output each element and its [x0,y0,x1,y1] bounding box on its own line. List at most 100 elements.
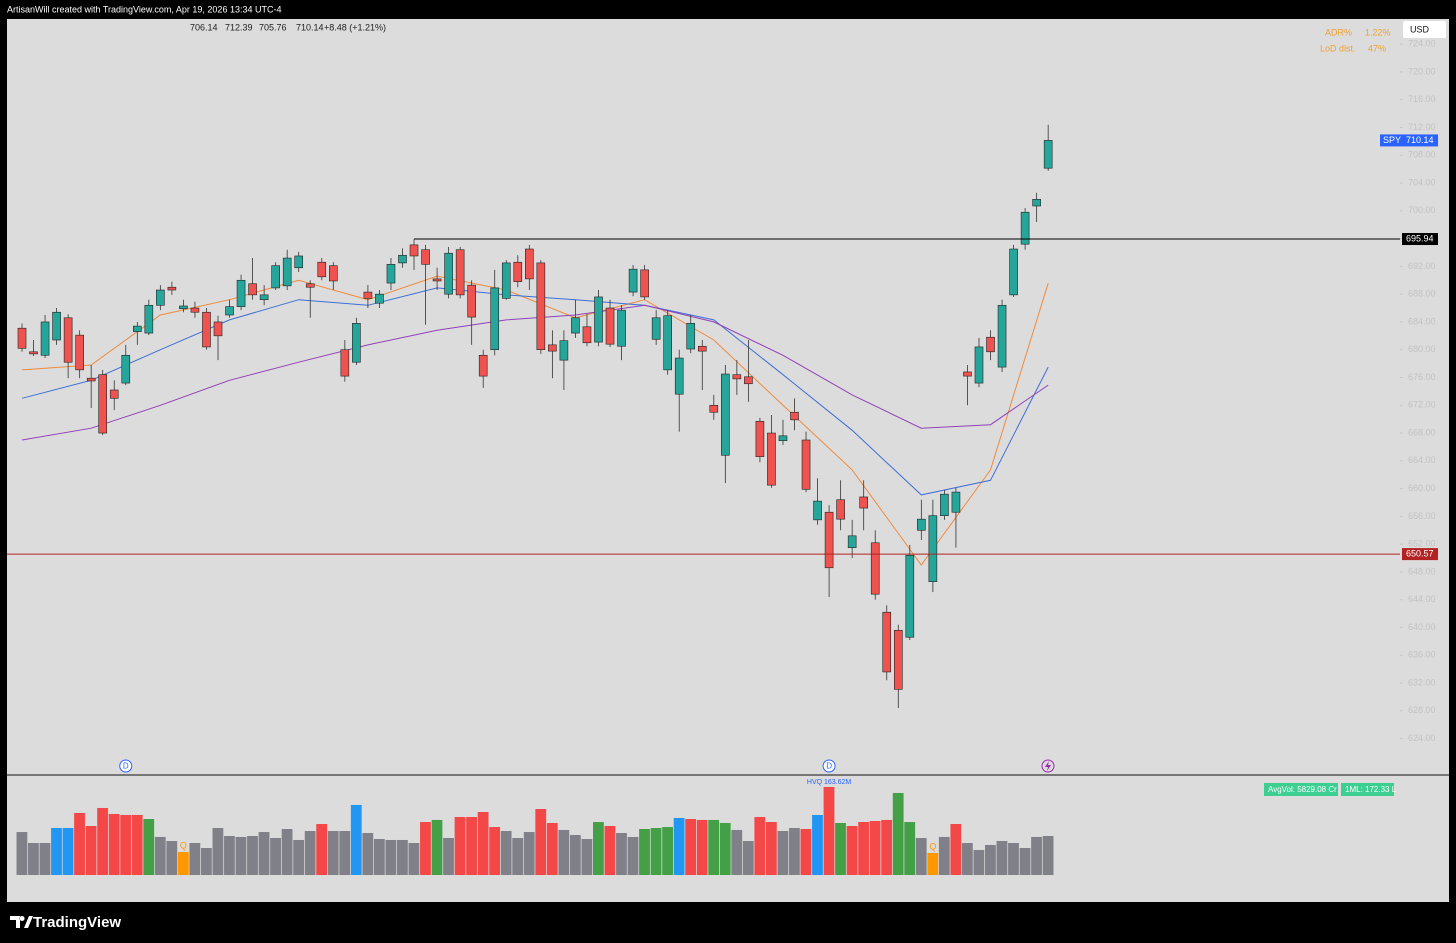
candle-body [1020,211,1030,245]
candle-body [905,554,915,638]
event-marker[interactable] [822,759,836,773]
volume-bar [869,820,881,875]
candle-body [882,611,892,673]
earnings-icon[interactable] [1041,759,1055,773]
candle-body [63,317,73,363]
candle-body [17,327,27,349]
candle-body [444,252,453,295]
candle-body [790,411,799,421]
y-tick-label: 676.00 [1408,372,1436,382]
y-tick-label: 680.00 [1408,344,1436,354]
volume-bar [339,831,351,875]
volume-bar [373,839,385,875]
candle-body [467,284,476,318]
candle-body [605,307,615,345]
candle-body [859,496,868,509]
volume-bar [477,812,489,875]
y-tick-label: 704.00 [1408,177,1436,187]
y-tick-label: 692.00 [1408,261,1436,271]
y-tick-label: 656.00 [1408,511,1436,521]
candle-body [29,351,38,355]
candle-body [963,371,972,377]
credit: ArtisanWill created with TradingView.com… [7,4,281,14]
volume-bar [500,831,512,875]
candle-body [801,439,811,490]
y-tick-label: 644.00 [1408,594,1436,604]
chart-area [7,19,1449,902]
volume-bar [938,836,950,875]
volume-marker: Q [180,840,187,850]
candle-body [75,334,84,371]
candle-body [974,346,984,384]
volume-bar [431,819,443,875]
event-label[interactable]: D [123,762,129,771]
y-tick-label: 664.00 [1408,455,1436,465]
candle-body [951,491,961,513]
candle-body [52,311,61,341]
candle-body [236,279,246,307]
volume-bar [120,814,132,875]
y-tick-label: 628.00 [1408,705,1436,715]
event-marker[interactable] [119,759,133,773]
candle-body [697,345,707,352]
price-level-badge [1402,548,1438,561]
avgvol: AvgVol: 5829.08 Cr [1268,785,1337,794]
y-tick-label: 624.00 [1408,733,1436,743]
candle-body [144,304,154,334]
event-label[interactable]: D [826,762,832,771]
currency[interactable]: USD [1410,24,1430,34]
volume-bar [51,827,62,875]
volume-bar [985,844,996,875]
volume-bar [97,807,109,875]
candle-body [248,283,257,296]
candle-body [847,535,857,548]
volume-bar [904,822,916,875]
candle-body [778,435,788,441]
volume-bar [385,839,397,875]
volume-bar [650,827,662,875]
volume-bar [708,819,720,875]
volume-bar [143,819,155,875]
candle-body [305,283,315,288]
volume-bar [973,849,985,875]
last-price: 710.14 [1406,135,1434,145]
volume-bar [835,822,846,875]
candle-body [651,317,661,340]
candle-body [40,321,50,356]
candle-body [133,325,142,332]
volume-bar [881,819,893,875]
y-tick-label: 700.00 [1408,205,1436,215]
candle-body [686,323,696,350]
candle-body [478,354,488,377]
volume-bar [350,804,362,875]
candle-body [179,305,188,310]
candle-body [294,255,304,269]
volume-bar [927,853,939,875]
volume-bar [16,832,28,875]
currency-box[interactable] [1403,21,1446,38]
volume-bar [489,827,501,875]
candle-body [928,515,938,582]
candle-body [997,304,1007,368]
candle-body [525,248,534,280]
candle-body [767,432,776,486]
y-tick-label: 720.00 [1408,66,1436,76]
candle-body [870,542,880,595]
candle-body [317,261,327,278]
ml-badge [1341,783,1394,796]
candle-body [202,311,211,348]
candle-body [109,389,119,399]
volume-bar [466,817,477,875]
volume-bar [789,827,800,875]
price-level-label: 650.57 [1406,548,1434,558]
candle-body [536,262,546,351]
candle-body [709,404,719,413]
ohlc-close: 710.14 [296,22,324,32]
volume-bar [270,837,281,875]
candle-body [98,374,108,434]
volume-bar [362,832,374,875]
candle-body [836,499,845,520]
candle-body [582,326,592,344]
candle-body [375,293,384,304]
candle-body [1009,248,1018,296]
